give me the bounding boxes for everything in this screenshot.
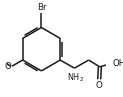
Text: O: O <box>96 81 103 90</box>
Text: O: O <box>5 62 11 71</box>
Text: Br: Br <box>37 3 46 12</box>
Text: OH: OH <box>113 59 123 68</box>
Text: NH$_2$: NH$_2$ <box>67 71 84 84</box>
